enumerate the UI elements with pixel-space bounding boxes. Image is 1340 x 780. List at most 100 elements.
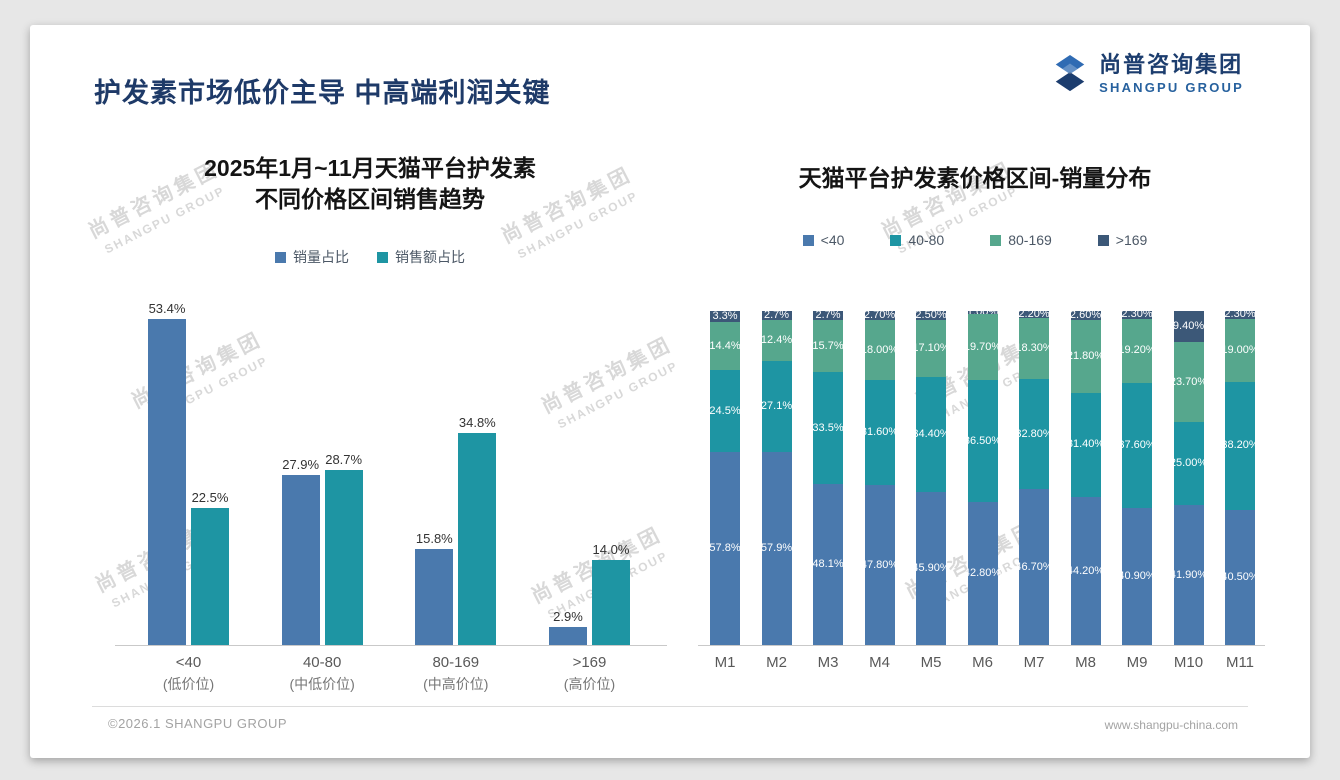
- bar-segment: 1.00%: [967, 307, 998, 318]
- segment-value-label: 2.60%: [1069, 308, 1102, 321]
- left-chart-legend: 销量占比 销售额占比: [80, 247, 660, 267]
- bar-segment: 38.20%: [1221, 382, 1259, 510]
- bar-segment: 19.70%: [964, 314, 1001, 381]
- category-sublabel: (中低价位): [289, 676, 355, 692]
- segment-value-label: 15.7%: [812, 339, 844, 352]
- legend-item: 80-169: [990, 232, 1052, 248]
- segment-value-label: 19.70%: [963, 340, 1002, 353]
- segment-value-label: 2.30%: [1121, 308, 1153, 321]
- bar-segment: 32.80%: [1015, 379, 1053, 489]
- segment-value-label: 45.90%: [912, 561, 950, 574]
- segment-value-label: 2.20%: [1018, 308, 1050, 321]
- logo-text-en: SHANGPU GROUP: [1099, 80, 1244, 96]
- stacked-bar-column: 41.90% 25.00% 23.70% 9.40% M10: [1170, 311, 1207, 671]
- stacked-bar: 40.50% 38.20% 19.00% 2.30%: [1221, 309, 1259, 645]
- bar-value-label: 27.9%: [282, 457, 320, 472]
- bar-segment: 19.00%: [1221, 318, 1259, 383]
- segment-value-label: 47.80%: [860, 558, 899, 571]
- stacked-bar: 42.80% 36.50% 19.70% 1.00%: [964, 307, 1001, 645]
- legend-item: 40-80: [890, 232, 944, 248]
- bar-segment: 57.8%: [709, 451, 741, 645]
- stacked-bar-column: 45.90% 34.40% 17.10% 2.50% M5: [912, 310, 950, 671]
- bar-segment: 45.90%: [912, 491, 950, 645]
- legend-item: <40: [802, 232, 844, 248]
- axis-category-label: M3: [817, 654, 839, 671]
- segment-value-label: 23.70%: [1169, 375, 1208, 388]
- bar-segment: 47.80%: [861, 485, 898, 645]
- segment-value-label: 48.1%: [812, 558, 844, 571]
- bar-group: 27.9% 28.7% 40-80 (中低价位): [281, 295, 363, 694]
- bar-value-label: 34.8%: [458, 415, 496, 430]
- right-chart-title: 天猫平台护发素价格区间-销量分布: [798, 165, 1152, 191]
- legend-label: 销售额占比: [395, 249, 465, 265]
- bar-segment: 23.70%: [1170, 342, 1207, 422]
- axis-category-label: M2: [766, 654, 787, 671]
- legend-swatch-icon: [377, 251, 388, 263]
- bar-value-label: 53.4%: [148, 301, 186, 316]
- footer-website: www.shangpu-china.com: [1104, 718, 1238, 732]
- stacked-bar: 45.90% 34.40% 17.10% 2.50%: [912, 310, 950, 645]
- segment-value-label: 40.90%: [1118, 570, 1156, 583]
- bar-segment: 17.10%: [912, 319, 950, 377]
- legend-item: >169: [1097, 232, 1148, 248]
- legend-label: >169: [1115, 232, 1148, 248]
- segment-value-label: 34.40%: [912, 427, 950, 440]
- bar-segment: 2.30%: [1121, 308, 1153, 321]
- logo-text: 尚普咨询集团 SHANGPU GROUP: [1099, 52, 1244, 96]
- axis-category-label: 40-80 (中低价位): [289, 654, 354, 694]
- segment-value-label: 32.80%: [1015, 427, 1053, 440]
- bar-segment: 48.1%: [812, 484, 844, 645]
- bar-wrap: 14.0%: [591, 542, 630, 645]
- axis-category-label: M4: [869, 654, 890, 671]
- segment-value-label: 31.40%: [1066, 438, 1105, 451]
- bar-wrap: 15.8%: [415, 531, 454, 645]
- bar: [281, 475, 320, 645]
- bar-segment: 18.30%: [1015, 318, 1053, 380]
- legend-swatch-icon: [990, 234, 1002, 246]
- logo-icon: [1055, 55, 1085, 92]
- segment-value-label: 18.00%: [860, 343, 899, 356]
- bar-row: 27.9% 28.7%: [281, 295, 363, 645]
- bar-group: 2.9% 14.0% >169 (高价位): [548, 295, 630, 694]
- axis-category-label: M9: [1126, 654, 1148, 671]
- stacked-bar-column: 42.80% 36.50% 19.70% 1.00% M6: [964, 307, 1001, 671]
- left-chart-title-line2: 不同价格区间销售趋势: [255, 186, 485, 213]
- bar-segment: 2.7%: [813, 310, 843, 321]
- bar-segment: 36.50%: [964, 380, 1001, 502]
- bar-segment: 40.50%: [1221, 509, 1259, 645]
- category-sublabel: (高价位): [563, 676, 616, 692]
- legend-label: 40-80: [908, 232, 945, 248]
- stacked-bar: 48.1% 33.5% 15.7% 2.7%: [812, 310, 844, 645]
- axis-category-label: M6: [972, 654, 993, 671]
- bar-segment: 31.60%: [861, 380, 898, 486]
- bar-segment: 57.9%: [761, 451, 792, 645]
- bar-wrap: 22.5%: [191, 490, 229, 645]
- bar-segment: 33.5%: [812, 372, 844, 485]
- left-chart-plot: 53.4% 22.5% <40 (低价位) 27.9% 28.7% 40-80 (中低价位) 1…: [148, 295, 630, 694]
- axis-category-label: M11: [1225, 654, 1255, 671]
- legend-label: 80-169: [1008, 232, 1052, 248]
- bar-wrap: 28.7%: [324, 452, 363, 645]
- stacked-bar: 44.20% 31.40% 21.80% 2.60%: [1067, 308, 1104, 645]
- stacked-bar: 57.9% 27.1% 12.4% 2.7%: [761, 309, 792, 645]
- segment-value-label: 33.5%: [812, 421, 844, 434]
- segment-value-label: 19.00%: [1221, 343, 1259, 356]
- axis-category-label: >169 (高价位): [564, 654, 615, 694]
- left-chart-axis-line: [115, 645, 667, 646]
- segment-value-label: 19.20%: [1118, 344, 1156, 357]
- right-chart-plot: 57.8% 24.5% 14.4% 3.3% M1 57.9% 27.1% 12.4% 2.7%…: [709, 307, 1259, 671]
- bar-segment: 41.90%: [1170, 505, 1207, 645]
- left-chart-title-line1: 2025年1月~11月天猫平台护发素: [204, 155, 536, 181]
- bar: [548, 627, 587, 645]
- bar-row: 2.9% 14.0%: [548, 295, 630, 645]
- axis-category-label: M7: [1023, 654, 1045, 671]
- stacked-bar-column: 57.8% 24.5% 14.4% 3.3% M1: [709, 311, 741, 671]
- category-sublabel: (低价位): [162, 676, 215, 692]
- right-chart-axis-line: [698, 645, 1265, 646]
- bar-segment: 2.20%: [1018, 308, 1050, 321]
- bar-segment: 2.50%: [915, 310, 946, 321]
- legend-swatch-icon: [890, 234, 902, 246]
- bar: [415, 549, 454, 645]
- bar-segment: 21.80%: [1067, 319, 1104, 393]
- bar-segment: 19.20%: [1118, 318, 1156, 383]
